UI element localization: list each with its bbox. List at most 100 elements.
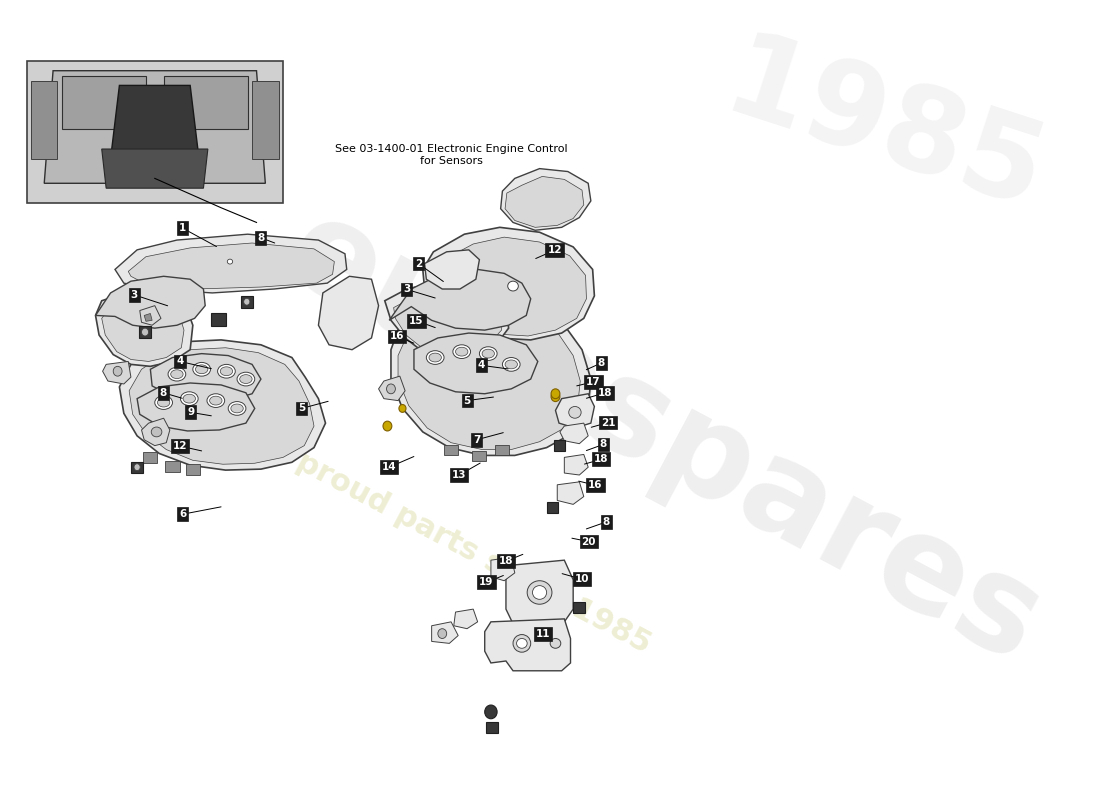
Polygon shape	[506, 560, 573, 624]
Polygon shape	[144, 314, 152, 322]
Polygon shape	[31, 81, 57, 159]
Text: 3: 3	[131, 290, 138, 300]
Ellipse shape	[192, 362, 210, 376]
Polygon shape	[44, 70, 265, 183]
Polygon shape	[96, 276, 206, 328]
Ellipse shape	[220, 367, 232, 376]
Polygon shape	[186, 464, 200, 475]
Ellipse shape	[218, 364, 235, 378]
Bar	[241, 296, 253, 308]
Polygon shape	[318, 276, 378, 350]
Polygon shape	[398, 309, 580, 450]
Text: 8: 8	[160, 388, 167, 398]
Polygon shape	[378, 376, 405, 401]
Ellipse shape	[517, 638, 527, 648]
Text: 16: 16	[588, 480, 603, 490]
Text: 21: 21	[601, 418, 615, 427]
Polygon shape	[422, 227, 594, 340]
Ellipse shape	[551, 389, 560, 398]
Text: 10: 10	[574, 574, 590, 584]
Ellipse shape	[228, 259, 232, 264]
Ellipse shape	[527, 581, 552, 604]
Ellipse shape	[228, 402, 246, 415]
Text: 12: 12	[548, 246, 562, 255]
Polygon shape	[102, 362, 131, 384]
Text: 20: 20	[582, 537, 596, 546]
Ellipse shape	[513, 634, 530, 652]
Circle shape	[244, 298, 250, 305]
Polygon shape	[26, 61, 283, 203]
Text: 8: 8	[597, 358, 605, 368]
Text: 18: 18	[598, 388, 613, 398]
Bar	[139, 326, 152, 338]
Bar	[547, 502, 558, 513]
Polygon shape	[425, 250, 480, 289]
Ellipse shape	[399, 405, 406, 412]
Ellipse shape	[453, 345, 471, 358]
Polygon shape	[414, 333, 538, 394]
Polygon shape	[101, 297, 184, 362]
Polygon shape	[444, 445, 459, 455]
Ellipse shape	[196, 365, 208, 374]
Polygon shape	[505, 177, 584, 227]
Polygon shape	[560, 423, 588, 444]
Bar	[211, 314, 226, 326]
Ellipse shape	[210, 396, 222, 405]
Circle shape	[438, 629, 447, 638]
Bar	[485, 722, 498, 734]
Polygon shape	[143, 453, 157, 463]
Text: 19: 19	[480, 578, 494, 587]
Text: 1: 1	[179, 223, 187, 234]
Text: 17: 17	[586, 377, 601, 387]
Circle shape	[485, 705, 497, 718]
Text: 16: 16	[389, 331, 404, 342]
Ellipse shape	[503, 358, 520, 371]
Text: 13: 13	[452, 470, 466, 480]
Ellipse shape	[550, 638, 561, 648]
Text: 8: 8	[600, 439, 607, 450]
Text: 4: 4	[477, 360, 485, 370]
Bar	[131, 462, 143, 473]
Ellipse shape	[383, 421, 392, 431]
Text: 8: 8	[603, 517, 609, 527]
Polygon shape	[394, 291, 502, 354]
Text: 6: 6	[179, 509, 187, 519]
Polygon shape	[430, 237, 586, 336]
Polygon shape	[491, 558, 515, 581]
Text: 4: 4	[176, 357, 184, 366]
Text: 1985: 1985	[711, 24, 1058, 235]
Ellipse shape	[427, 350, 444, 364]
Polygon shape	[556, 394, 594, 428]
Text: 7: 7	[473, 434, 481, 445]
Bar	[553, 440, 565, 450]
Polygon shape	[129, 243, 334, 289]
Polygon shape	[500, 169, 591, 230]
Polygon shape	[138, 383, 255, 431]
Text: 18: 18	[498, 556, 514, 566]
Polygon shape	[111, 86, 199, 159]
Polygon shape	[116, 234, 346, 293]
Ellipse shape	[532, 586, 547, 599]
Polygon shape	[252, 81, 278, 159]
Polygon shape	[96, 289, 192, 366]
Polygon shape	[564, 454, 589, 475]
Text: 14: 14	[382, 462, 396, 472]
Text: 5: 5	[298, 403, 305, 414]
Text: a proud parts since 1985: a proud parts since 1985	[264, 432, 656, 659]
Ellipse shape	[207, 394, 224, 407]
Polygon shape	[140, 306, 161, 326]
Ellipse shape	[480, 346, 497, 361]
Ellipse shape	[508, 281, 518, 291]
Ellipse shape	[455, 347, 468, 356]
Text: 5: 5	[463, 396, 471, 406]
Text: 2: 2	[415, 258, 422, 269]
Ellipse shape	[152, 427, 162, 437]
Circle shape	[142, 328, 148, 336]
Ellipse shape	[155, 396, 173, 410]
Polygon shape	[558, 482, 584, 504]
Polygon shape	[129, 348, 314, 464]
Circle shape	[113, 366, 122, 376]
Polygon shape	[431, 622, 459, 643]
Polygon shape	[495, 445, 509, 455]
Polygon shape	[472, 450, 486, 462]
